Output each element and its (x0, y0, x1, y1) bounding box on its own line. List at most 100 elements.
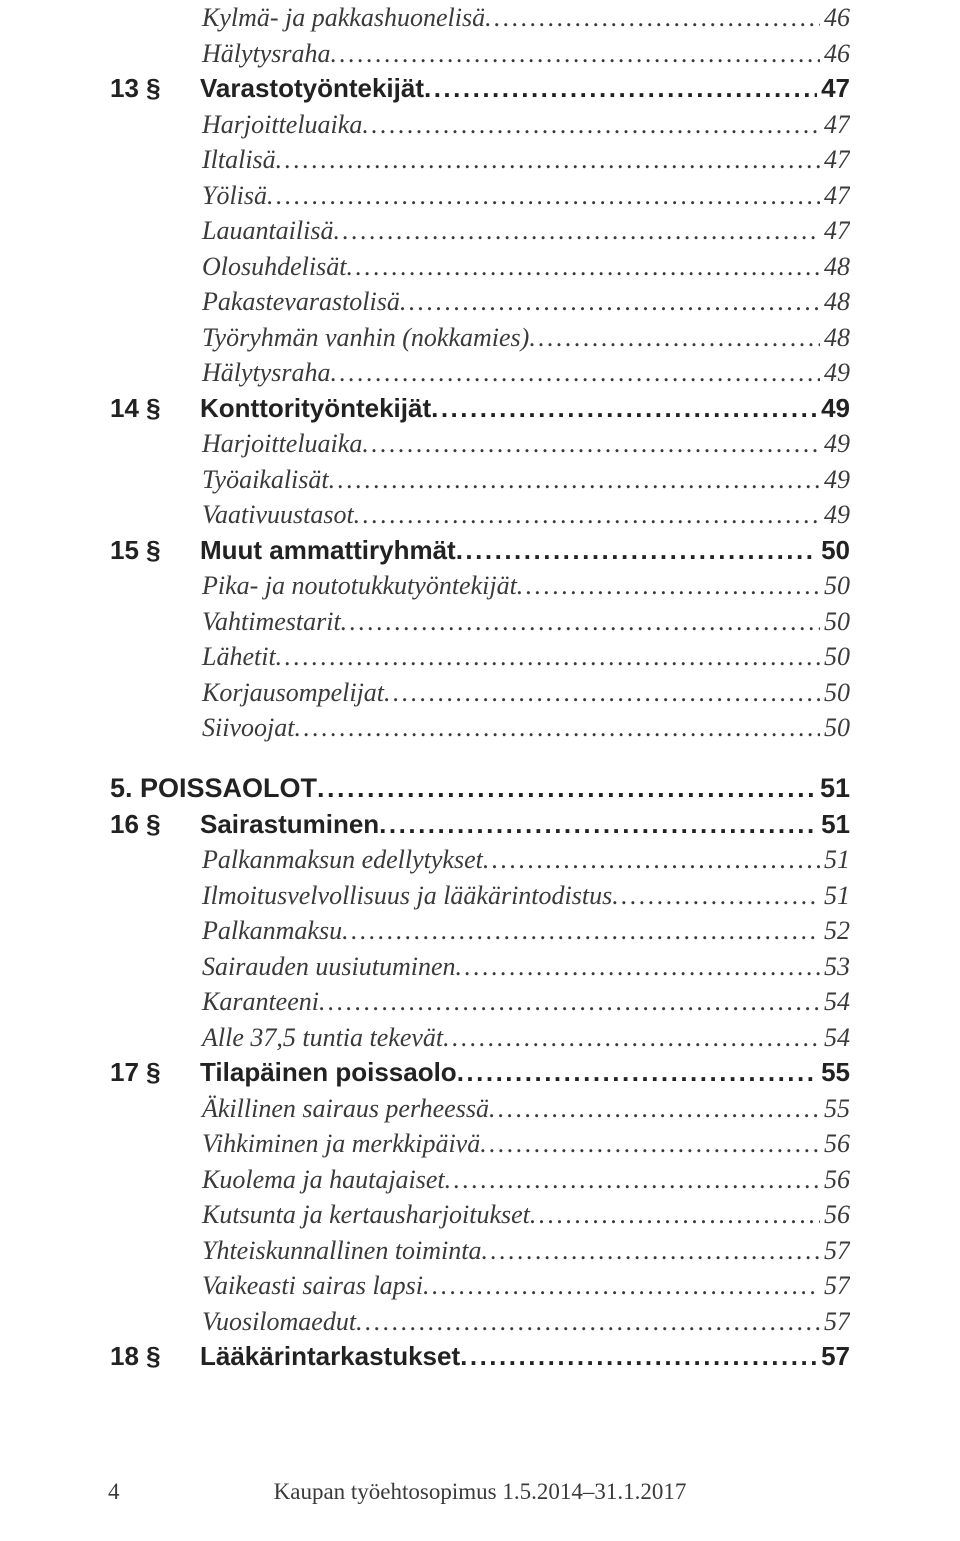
toc-sub-label: Hälytysraha (202, 36, 331, 72)
toc-section: 14 §Konttorityöntekijät (110, 391, 431, 427)
toc-sub-label: Iltalisä (202, 142, 276, 178)
toc-sub-label: Vihkiminen ja merkkipäivä (202, 1126, 480, 1162)
toc-row: 14 §Konttorityöntekijät.................… (110, 391, 850, 427)
toc-page-number: 50 (817, 533, 850, 569)
toc-sub-label: Vuosilomaedut (202, 1304, 356, 1340)
toc-section-label: Muut ammattiryhmät (200, 535, 456, 565)
toc-page-number: 54 (820, 1020, 850, 1056)
toc-sub-label: Palkanmaksun edellytykset (202, 842, 483, 878)
toc-sub-label: Ilmoitusvelvollisuus ja lääkärintodistus (202, 878, 612, 914)
toc-row: Olosuhdelisät...........................… (110, 249, 850, 285)
toc-section-number: 15 § (110, 533, 200, 569)
toc-row: Vihkiminen ja merkkipäivä...............… (110, 1126, 850, 1162)
toc-page-number: 56 (820, 1197, 850, 1233)
toc-page-number: 49 (820, 497, 850, 533)
toc-section-label: Lääkärintarkastukset (200, 1341, 460, 1371)
toc-row: Lauantailisä............................… (110, 213, 850, 249)
toc-page-number: 49 (820, 426, 850, 462)
toc-sub-label: Kylmä- ja pakkashuonelisä (202, 0, 485, 36)
toc-page-number: 57 (820, 1268, 850, 1304)
toc-row: 5. POISSAOLOT...........................… (110, 770, 850, 807)
toc-page-number: 54 (820, 984, 850, 1020)
toc-dots: ........................................… (485, 0, 820, 36)
toc-sub-label: Lauantailisä (202, 213, 333, 249)
toc-section-number: 14 § (110, 391, 200, 427)
toc-row: Yölisä..................................… (110, 178, 850, 214)
toc-row: Työaikalisät............................… (110, 462, 850, 498)
toc-page-number: 50 (820, 675, 850, 711)
toc-sub-label: Sairauden uusiutuminen (202, 949, 456, 985)
toc-page-number: 47 (820, 107, 850, 143)
toc-dots: ........................................… (483, 842, 820, 878)
toc-row: 17 §Tilapäinen poissaolo................… (110, 1055, 850, 1091)
toc-sub-label: Vaativuustasot (202, 497, 354, 533)
page: Kylmä- ja pakkashuonelisä...............… (0, 0, 960, 1541)
toc-row: Harjoitteluaika.........................… (110, 107, 850, 143)
toc-section-label: Tilapäinen poissaolo (200, 1057, 457, 1087)
toc-row: Hälytysraha.............................… (110, 355, 850, 391)
toc-sub-label: Harjoitteluaika (202, 426, 362, 462)
toc-row: Kylmä- ja pakkashuonelisä...............… (110, 0, 850, 36)
toc-dots: ........................................… (276, 639, 820, 675)
toc-dots: ........................................… (331, 355, 820, 391)
toc-dots: ........................................… (384, 675, 820, 711)
toc-dots: ........................................… (456, 949, 821, 985)
toc-sub-label: Pakastevarastolisä (202, 284, 400, 320)
toc-page-number: 47 (820, 142, 850, 178)
toc-sub-label: Kuolema ja hautajaiset (202, 1162, 445, 1198)
toc-page-number: 48 (820, 284, 850, 320)
toc-page-number: 51 (820, 842, 850, 878)
toc-page-number: 47 (820, 213, 850, 249)
toc-dots: ........................................… (400, 284, 820, 320)
toc-dots: ........................................… (317, 770, 816, 807)
toc-row: Yhteiskunnallinen toiminta..............… (110, 1233, 850, 1269)
toc-sub-label: Pika- ja noutotukkutyöntekijät (202, 568, 517, 604)
toc-dots: ........................................… (362, 426, 820, 462)
toc-sub-label: Olosuhdelisät (202, 249, 346, 285)
toc-row: 15 §Muut ammattiryhmät..................… (110, 533, 850, 569)
toc-section-number: 16 § (110, 807, 200, 843)
toc-row: Sairauden uusiutuminen..................… (110, 949, 850, 985)
toc-section: 13 §Varastotyöntekijät (110, 71, 424, 107)
toc-dots: ........................................… (341, 604, 820, 640)
toc-page-number: 48 (820, 320, 850, 356)
toc-page-number: 51 (817, 807, 850, 843)
footer-text: Kaupan työehtosopimus 1.5.2014–31.1.2017 (0, 1479, 960, 1505)
toc-row: Äkillinen sairaus perheessä.............… (110, 1091, 850, 1127)
toc-row: Palkanmaksu.............................… (110, 913, 850, 949)
toc-dots: ........................................… (529, 320, 820, 356)
toc-dots: ........................................… (482, 1233, 821, 1269)
toc-dots: ........................................… (331, 36, 820, 72)
toc-row: Alle 37,5 tuntia tekevät................… (110, 1020, 850, 1056)
toc-sub-label: Äkillinen sairaus perheessä (202, 1091, 489, 1127)
toc-row: Harjoitteluaika.........................… (110, 426, 850, 462)
toc-page-number: 50 (820, 710, 850, 746)
toc-row: Vaikeasti sairas lapsi..................… (110, 1268, 850, 1304)
toc-sub-label: Vaikeasti sairas lapsi (202, 1268, 423, 1304)
toc-page-number: 49 (820, 462, 850, 498)
toc-dots: ........................................… (443, 1020, 820, 1056)
table-of-contents: Kylmä- ja pakkashuonelisä...............… (110, 0, 850, 1375)
toc-dots: ........................................… (276, 142, 820, 178)
toc-row: Työryhmän vanhin (nokkamies)............… (110, 320, 850, 356)
toc-row: Pika- ja noutotukkutyöntekijät..........… (110, 568, 850, 604)
toc-dots: ........................................… (267, 178, 820, 214)
toc-row: Ilmoitusvelvollisuus ja lääkärintodistus… (110, 878, 850, 914)
toc-dots: ........................................… (329, 462, 820, 498)
toc-section-label: Sairastuminen (200, 809, 379, 839)
toc-page-number: 50 (820, 568, 850, 604)
toc-row: 16 §Sairastuminen.......................… (110, 807, 850, 843)
toc-row: Vahtimestarit...........................… (110, 604, 850, 640)
toc-dots: ........................................… (333, 213, 820, 249)
toc-sub-label: Palkanmaksu (202, 913, 342, 949)
toc-page-number: 46 (820, 0, 850, 36)
toc-dots: ........................................… (294, 710, 820, 746)
toc-page-number: 46 (820, 36, 850, 72)
toc-chapter-label: 5. POISSAOLOT (110, 770, 317, 807)
toc-page-number: 47 (817, 71, 850, 107)
toc-page-number: 50 (820, 604, 850, 640)
toc-sub-label: Hälytysraha (202, 355, 331, 391)
toc-page-number: 52 (820, 913, 850, 949)
toc-row: Kutsunta ja kertausharjoitukset.........… (110, 1197, 850, 1233)
toc-dots: ........................................… (356, 1304, 820, 1340)
